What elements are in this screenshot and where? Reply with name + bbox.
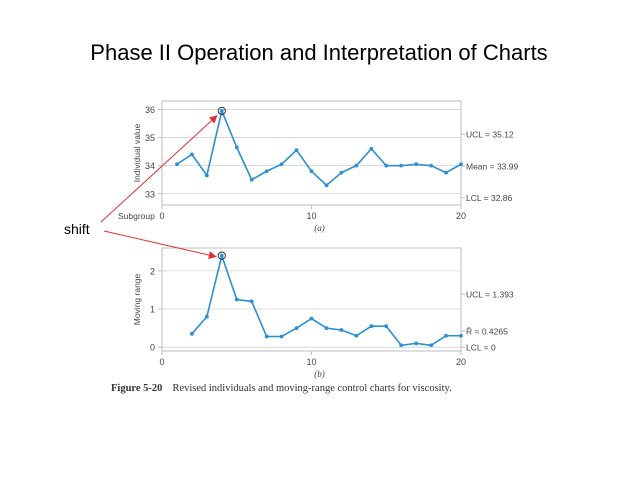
data-point	[429, 343, 433, 348]
shift-annotation: shift	[64, 221, 90, 237]
data-point	[384, 324, 389, 329]
x-prefix-label: Subgroup	[118, 211, 155, 221]
figure-caption: Figure 5-20 Revised individuals and movin…	[111, 383, 452, 394]
data-point	[459, 333, 463, 338]
panel-label: (b)	[314, 369, 325, 379]
data-point	[279, 162, 284, 167]
data-point	[190, 152, 194, 157]
limit-label: Mean = 33.99	[466, 161, 518, 171]
y-tick-label: 34	[145, 161, 155, 171]
data-point	[354, 163, 359, 168]
data-point	[219, 253, 224, 258]
limit-label: LCL = 0	[466, 343, 496, 353]
plot-frame	[161, 247, 462, 352]
data-point	[354, 333, 359, 338]
x-tick-label: 10	[306, 357, 316, 367]
data-point	[414, 341, 419, 346]
y-tick-label: 33	[145, 189, 155, 199]
data-point	[294, 148, 299, 153]
data-point	[414, 162, 419, 167]
shift-arrow-individuals	[100, 115, 218, 223]
data-point	[175, 162, 179, 167]
highlight-point-marker	[217, 251, 226, 260]
shift-arrows	[100, 115, 218, 259]
data-point	[249, 177, 254, 182]
data-point	[339, 170, 344, 175]
limit-label: UCL = 35.12	[466, 130, 514, 140]
data-point	[399, 343, 404, 348]
data-point	[279, 334, 284, 339]
y-axis-label: Moving range	[132, 273, 142, 325]
y-tick-label: 2	[150, 266, 155, 276]
y-tick-label: 0	[150, 343, 155, 353]
data-point	[309, 169, 314, 174]
data-point	[444, 333, 448, 338]
data-point	[324, 183, 329, 188]
limit-label: R̄ = 0.4265	[466, 326, 508, 336]
data-point	[459, 162, 463, 167]
data-point	[384, 163, 389, 168]
series-line	[176, 108, 462, 187]
data-point	[369, 146, 374, 151]
highlight-point-marker	[217, 106, 226, 115]
data-point	[264, 169, 269, 174]
data-point	[234, 297, 239, 302]
caption-text: Revised individuals and moving-range con…	[172, 383, 452, 394]
data-point	[444, 170, 448, 175]
y-tick-label: 1	[150, 305, 155, 315]
y-tick-label: 36	[145, 105, 155, 115]
x-tick-label: 10	[306, 211, 316, 221]
data-point	[204, 314, 209, 319]
x-tick-label: 20	[456, 211, 466, 221]
data-point	[339, 328, 344, 332]
data-point	[429, 163, 433, 168]
data-point	[219, 108, 224, 113]
data-point	[204, 173, 209, 178]
data-point	[190, 331, 194, 336]
limit-label: LCL = 32.86	[466, 193, 513, 203]
panel-label: (a)	[314, 223, 325, 233]
data-point	[234, 145, 239, 150]
plot-frame	[161, 100, 462, 206]
data-point	[399, 163, 404, 168]
data-point	[309, 316, 314, 321]
y-tick-label: 35	[145, 133, 155, 143]
x-tick-label: 0	[159, 357, 164, 367]
series-line	[191, 252, 461, 347]
data-point	[324, 326, 329, 331]
data-point	[369, 324, 374, 329]
data-point	[294, 326, 299, 331]
x-tick-label: 20	[456, 357, 466, 367]
individuals-chart: 33 34 35 36 0 10 20 Subgroup Individual value (a)…	[118, 100, 518, 233]
x-tick-label: 0	[159, 211, 164, 221]
data-point	[264, 334, 269, 339]
slide-title: Phase II Operation and Interpretation of…	[90, 40, 548, 65]
limit-label: UCL = 1.393	[466, 290, 514, 300]
shift-arrow-moving-range	[103, 230, 217, 259]
y-axis-label: Individual value	[132, 123, 142, 182]
data-point	[249, 299, 254, 304]
caption-label: Figure 5-20	[111, 383, 163, 394]
